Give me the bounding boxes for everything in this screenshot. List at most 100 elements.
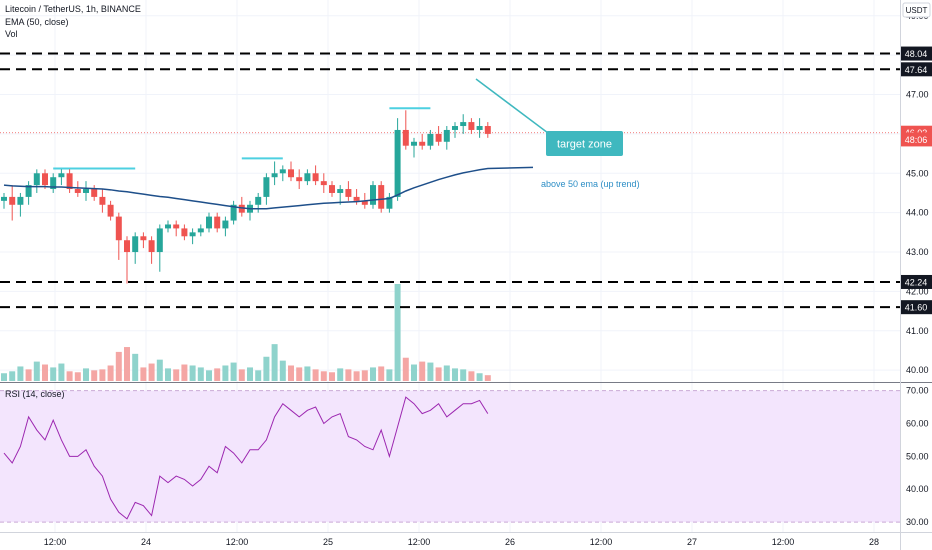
rsi-tick-label: 70.00 — [906, 386, 929, 396]
candle-body — [197, 228, 204, 233]
volume-bar — [33, 361, 40, 381]
candle-body — [329, 185, 335, 193]
volume-bar — [140, 367, 147, 381]
volume-bar — [378, 366, 385, 381]
volume-bar — [443, 365, 450, 381]
volume-bar — [427, 362, 434, 381]
volume-bar — [361, 370, 368, 381]
volume-bar — [74, 372, 81, 381]
candle-body — [132, 236, 139, 253]
price-label: 41.60 — [905, 303, 928, 313]
volume-bar — [107, 365, 114, 381]
candle-body — [443, 129, 450, 142]
volume-bar — [296, 367, 303, 381]
candle-body — [435, 133, 442, 142]
candle-body — [107, 204, 114, 217]
volume-bar — [337, 368, 344, 381]
price-label: 48.04 — [905, 49, 928, 59]
volume-bar — [238, 369, 245, 381]
volume-bar — [452, 368, 458, 381]
volume-bar — [156, 359, 163, 381]
candle-body — [394, 129, 401, 197]
price-tick-label: 44.00 — [906, 208, 929, 218]
candle-body — [91, 189, 98, 197]
price-tick-label: 40.00 — [906, 365, 929, 375]
candle-body — [361, 200, 368, 205]
candle-body — [9, 196, 16, 205]
price-label-box — [901, 46, 932, 61]
candle-body — [25, 185, 32, 197]
candle-body — [484, 126, 491, 134]
volume-bar — [181, 364, 188, 381]
candle-body — [419, 141, 426, 146]
volume-bar — [17, 366, 24, 381]
price-tick-label: 41.00 — [906, 326, 929, 336]
rsi-tick-label: 30.00 — [906, 517, 929, 527]
candle-body — [345, 189, 352, 197]
volume-bar — [304, 366, 311, 381]
volume-bar — [468, 371, 475, 381]
volume-bar — [312, 369, 319, 381]
candle-body — [312, 173, 319, 182]
candle-body — [468, 122, 475, 130]
candle-body — [271, 173, 278, 178]
price-pane — [0, 52, 900, 381]
volume-bar — [83, 368, 89, 381]
candle-body — [214, 216, 221, 229]
candle-body — [189, 232, 196, 237]
price-label-box — [901, 300, 932, 315]
volume-bar — [476, 373, 483, 381]
volume-bar — [148, 363, 155, 381]
volume-bar — [9, 371, 16, 381]
price-label-box — [901, 62, 932, 77]
rsi-line — [3, 396, 489, 520]
rsi-band — [0, 390, 900, 523]
candle-body — [279, 169, 286, 174]
currency-badge — [902, 2, 931, 18]
candle-body — [124, 240, 130, 253]
volume-bar — [255, 370, 262, 381]
target-zone-label: target zone — [557, 139, 612, 151]
annotations: target zone above 50 ema (up trend) — [475, 78, 640, 189]
volume-bar — [1, 373, 7, 381]
candle-body — [411, 141, 417, 146]
price-label: 48:06 — [905, 135, 928, 145]
volume-bar — [353, 371, 360, 381]
price-tick-label: 45.00 — [906, 168, 929, 178]
candle-body — [378, 185, 385, 209]
candle-body — [222, 220, 229, 229]
volume-bar — [197, 367, 204, 381]
volume-bar — [165, 368, 171, 381]
volume-bar — [411, 364, 417, 381]
volume-bar — [189, 365, 196, 381]
candle-body — [238, 204, 245, 213]
volume-bar — [124, 347, 130, 381]
volume-bar — [58, 363, 65, 381]
candle-body — [74, 189, 81, 193]
volume-legend: Vol — [5, 29, 18, 39]
rsi-legend: RSI (14, close) — [5, 389, 65, 399]
x-tick-label: 12:00 — [408, 537, 431, 547]
volume-bar — [115, 351, 122, 381]
volume-bar — [386, 369, 393, 381]
volume-bar — [132, 353, 139, 381]
volume-bar — [247, 367, 253, 381]
candle-body — [288, 169, 294, 178]
candle-body — [255, 196, 262, 205]
x-tick-label: 12:00 — [772, 537, 795, 547]
candle-body — [173, 224, 180, 229]
price-tick-label: 47.00 — [906, 90, 929, 100]
candle-body — [263, 177, 270, 197]
candle-body — [83, 189, 89, 193]
rsi-pane — [0, 390, 900, 523]
candle-body — [115, 216, 122, 241]
price-label-box — [901, 132, 932, 147]
target-zone-pointer — [475, 78, 553, 137]
candle-body — [402, 129, 409, 146]
candle-body — [320, 181, 327, 186]
ema-note: above 50 ema (up trend) — [541, 179, 640, 189]
x-tick-label: 12:00 — [590, 537, 613, 547]
candle-body — [386, 196, 393, 209]
